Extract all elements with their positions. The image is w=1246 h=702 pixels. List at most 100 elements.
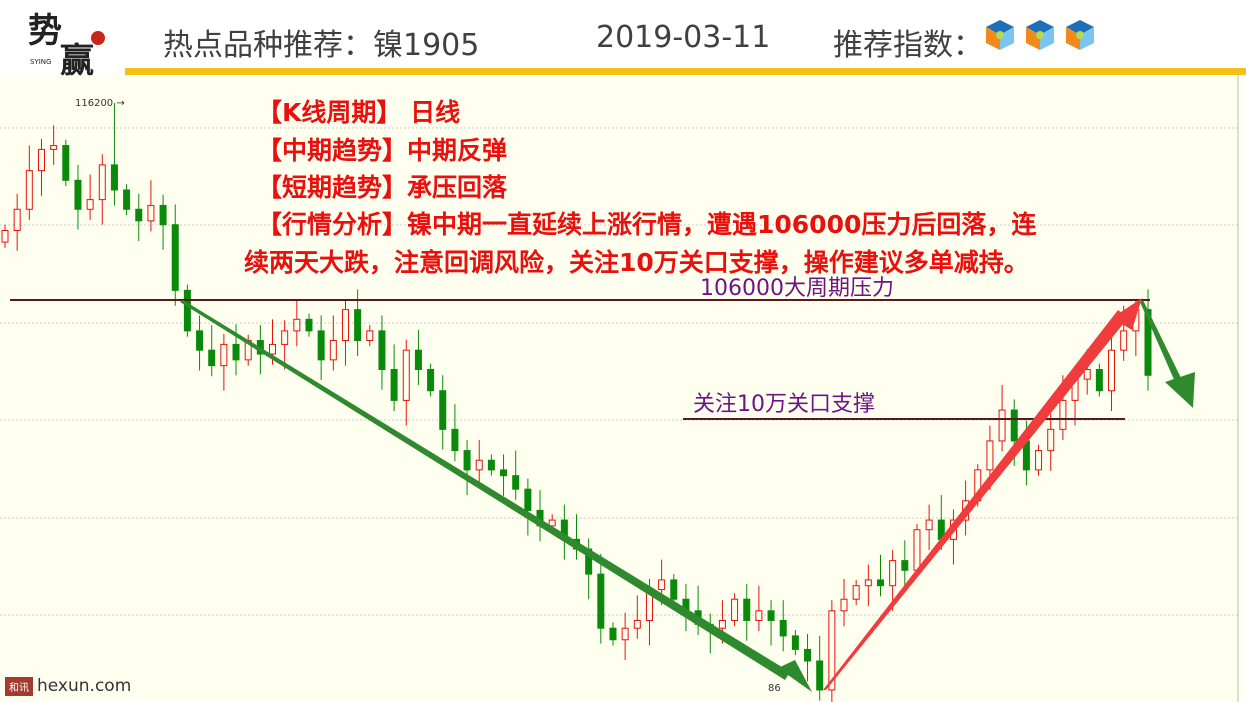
candle-body	[123, 189, 131, 210]
watermark: 和讯 hexun.com	[5, 676, 131, 696]
candle-body	[828, 610, 836, 691]
candle-body	[986, 440, 994, 471]
candle-body	[305, 318, 313, 332]
candle-body	[1, 230, 9, 243]
candle-body	[670, 579, 678, 600]
uptrend-arrow-head	[1112, 298, 1142, 330]
candle-body	[25, 170, 33, 210]
candle-body	[341, 309, 349, 342]
candle-body	[475, 459, 483, 471]
candle-body	[317, 330, 325, 361]
date: 2019-03-11	[596, 20, 771, 55]
candle-body	[633, 619, 641, 629]
candlestick-chart: 116200 → 86	[0, 75, 1239, 702]
candle-body	[1120, 330, 1128, 351]
candle-body	[1047, 428, 1055, 452]
cube-icon	[1026, 20, 1054, 50]
forecast-arrow	[1140, 300, 1182, 384]
candle-body	[1035, 450, 1043, 471]
candle-body	[755, 610, 763, 621]
candle-body	[439, 390, 447, 430]
candle-body	[901, 560, 909, 571]
candle-body	[840, 598, 848, 612]
candle-body	[147, 204, 155, 222]
candle-body	[779, 619, 787, 637]
candle-body	[98, 164, 106, 201]
candle-body	[1108, 349, 1116, 392]
candle-body	[804, 648, 812, 662]
candle-body	[876, 579, 884, 587]
candle-body	[159, 204, 167, 226]
candle-body	[110, 164, 118, 191]
candle-body	[524, 488, 532, 511]
candle-body	[390, 368, 398, 401]
resistance-label: 106000大周期压力	[700, 276, 894, 301]
downtrend-arrow-head	[778, 660, 812, 692]
candle-body	[597, 573, 605, 629]
page-title: 热点品种推荐：镍1905	[163, 28, 480, 63]
candle-body	[487, 459, 495, 471]
uptrend-arrow	[823, 310, 1128, 690]
candle-body	[50, 145, 58, 150]
accent-bar	[125, 68, 1246, 75]
candle-body	[767, 610, 775, 621]
candle-body	[1059, 399, 1067, 430]
support-label: 关注10万关口支撑	[693, 392, 875, 417]
candle-body	[62, 145, 70, 181]
watermark-site: hexun.com	[37, 676, 132, 696]
candle-body	[864, 579, 872, 587]
candle-body	[816, 660, 824, 691]
candle-body	[74, 179, 82, 210]
low-price-label: 86	[768, 683, 781, 694]
candle-body	[791, 635, 799, 650]
analysis-line-1: 【K线周期】 日线	[257, 98, 461, 127]
candle-body	[378, 330, 386, 370]
candle-body	[718, 619, 726, 629]
rating-label: 推荐指数：	[833, 28, 983, 63]
header: 势 赢 SYING 热点品种推荐：镍1905 2019-03-11 推荐指数：	[0, 0, 1246, 76]
candle-body	[220, 343, 228, 367]
candle-body	[366, 330, 374, 342]
cube-icon	[1066, 20, 1094, 50]
candle-body	[925, 519, 933, 531]
logo: 势 赢 SYING	[28, 11, 105, 76]
analysis-line-2: 【中期趋势】中期反弹	[257, 136, 508, 165]
analysis-line-5: 续两天大跌，注意回调风险，关注10万关口支撑，操作建议多单减持。	[244, 248, 1029, 277]
rating	[983, 18, 1097, 52]
svg-text:势: 势	[28, 11, 62, 51]
candle-body	[354, 309, 362, 342]
candle-body	[329, 340, 337, 361]
candle-body	[293, 318, 301, 332]
candle-body	[86, 199, 94, 210]
candle-body	[402, 349, 410, 401]
candle-body	[658, 579, 666, 591]
candle-body	[609, 627, 617, 641]
cube-icon	[986, 20, 1014, 50]
candle-body	[1083, 368, 1091, 380]
candle-body	[451, 428, 459, 452]
candle-body	[1010, 409, 1018, 442]
candle-body	[463, 450, 471, 471]
candle-body	[183, 289, 191, 332]
candle-body	[1095, 368, 1103, 392]
candle-body	[621, 627, 629, 641]
candle-body	[13, 208, 21, 232]
analysis-line-4: 【行情分析】镍中期一直延续上涨行情，遭遇106000压力后回落，连	[257, 210, 1037, 239]
candle-body	[135, 208, 143, 222]
watermark-badge: 和讯	[5, 676, 33, 696]
candle-body	[512, 475, 520, 490]
logo-sub: SYING	[30, 58, 51, 66]
analysis-line-3: 【短期趋势】承压回落	[257, 173, 508, 202]
candle-body	[414, 349, 422, 370]
svg-text:赢: 赢	[60, 41, 94, 76]
candle-body	[743, 598, 751, 621]
candle-body	[196, 330, 204, 351]
high-price-label: 116200 →	[75, 98, 125, 109]
candle-body	[1144, 309, 1152, 376]
candle-body	[171, 224, 179, 291]
candle-body	[232, 343, 240, 361]
forecast-arrow-head	[1165, 372, 1195, 408]
candle-body	[913, 529, 921, 571]
candle-body	[281, 330, 289, 345]
candle-body	[427, 368, 435, 392]
